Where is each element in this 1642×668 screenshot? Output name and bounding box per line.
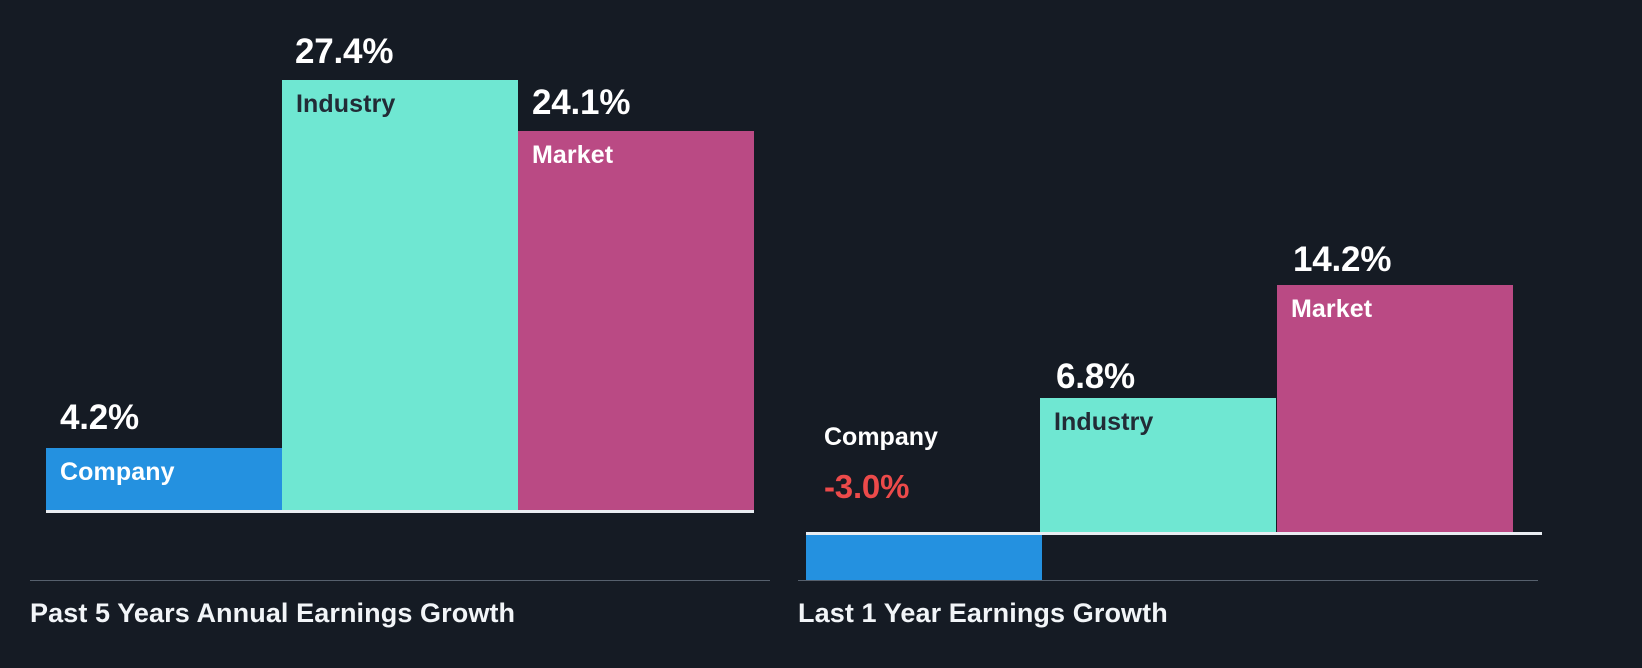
value-label-market-right: 14.2% <box>1293 240 1392 279</box>
panel-title-last-1-year: Last 1 Year Earnings Growth <box>798 598 1168 628</box>
value-label-industry: 27.4% <box>295 32 394 71</box>
bar-label-company: Company <box>60 458 175 486</box>
bar-label-industry-right: Industry <box>1054 408 1154 436</box>
panel-last-1-year: Company -3.0% 6.8% Industry 14.2% Market… <box>790 0 1642 668</box>
divider-right <box>798 580 1538 581</box>
value-label-market: 24.1% <box>532 83 631 122</box>
bar-label-market-right: Market <box>1291 295 1373 323</box>
bar-market[interactable]: Market <box>518 131 754 510</box>
bar-industry-right[interactable]: Industry <box>1040 398 1276 532</box>
bar-label-market: Market <box>532 141 614 169</box>
panel-title-past-5-years: Past 5 Years Annual Earnings Growth <box>30 598 516 628</box>
axis-baseline-right <box>806 532 1542 535</box>
axis-baseline-left <box>46 510 754 513</box>
plot-area-left: 4.2% Company 27.4% Industry 24.1% Market <box>0 0 790 568</box>
value-label-company-negative: -3.0% <box>824 468 910 505</box>
value-label-industry-right: 6.8% <box>1056 357 1135 396</box>
bar-company[interactable]: Company <box>46 448 282 510</box>
value-label-company: 4.2% <box>60 398 139 437</box>
bar-label-industry: Industry <box>296 90 396 118</box>
bar-company-negative[interactable] <box>806 535 1042 580</box>
divider-left <box>30 580 770 581</box>
bar-market-right[interactable]: Market <box>1277 285 1513 532</box>
bar-label-company-negative: Company <box>824 423 938 451</box>
plot-area-right: Company -3.0% 6.8% Industry 14.2% Market <box>790 0 1642 580</box>
bar-industry[interactable]: Industry <box>282 80 518 510</box>
panel-past-5-years: 4.2% Company 27.4% Industry 24.1% Market… <box>0 0 790 668</box>
